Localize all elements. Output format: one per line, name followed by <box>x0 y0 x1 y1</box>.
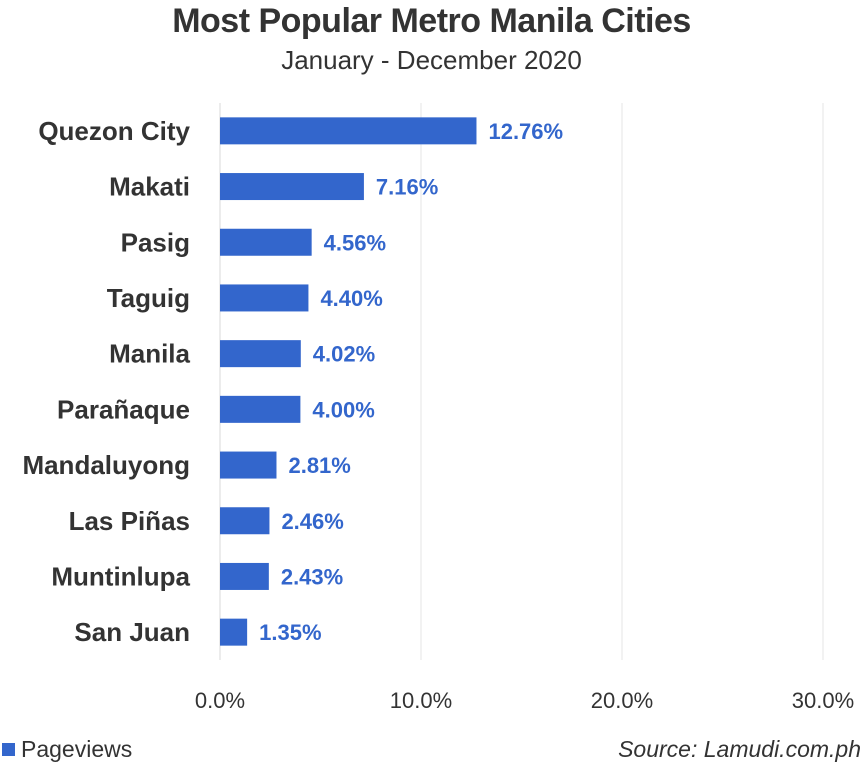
bar <box>220 562 269 590</box>
data-label: 12.76% <box>488 119 563 144</box>
bar <box>220 451 277 479</box>
category-label: Mandaluyong <box>22 450 190 480</box>
category-label: Parañaque <box>57 394 190 424</box>
category-label: Las Piñas <box>69 506 190 536</box>
category-label: Taguig <box>107 283 190 313</box>
data-label: 4.02% <box>313 342 375 367</box>
data-label: 2.46% <box>281 509 343 534</box>
source-note: Source: Lamudi.com.ph <box>618 736 861 762</box>
data-label: 2.81% <box>288 453 350 478</box>
category-label: San Juan <box>74 617 190 647</box>
category-label: Quezon City <box>38 116 190 146</box>
data-label: 7.16% <box>376 175 438 200</box>
x-tick-label: 0.0% <box>195 688 245 713</box>
chart-title: Most Popular Metro Manila Cities <box>172 2 691 40</box>
bar <box>220 618 248 646</box>
x-tick-label: 10.0% <box>390 688 452 713</box>
data-label: 1.35% <box>259 620 321 645</box>
legend-label: Pageviews <box>21 736 133 762</box>
bar <box>220 117 477 145</box>
bar <box>220 284 309 312</box>
legend-swatch <box>2 743 15 756</box>
chart-subtitle: January - December 2020 <box>281 45 582 75</box>
category-label: Muntinlupa <box>51 561 190 591</box>
data-label: 2.43% <box>281 564 343 589</box>
x-tick-label: 20.0% <box>591 688 653 713</box>
data-label: 4.00% <box>312 397 374 422</box>
data-label: 4.56% <box>324 230 386 255</box>
category-label: Manila <box>109 339 190 369</box>
category-label: Pasig <box>121 227 190 257</box>
bar <box>220 507 270 535</box>
bar <box>220 340 301 368</box>
bar <box>220 228 312 256</box>
legend: Pageviews <box>2 736 132 763</box>
bar <box>220 395 301 423</box>
category-label: Makati <box>109 172 190 202</box>
bar <box>220 173 364 201</box>
data-label: 4.40% <box>320 286 382 311</box>
x-tick-label: 30.0% <box>792 688 854 713</box>
